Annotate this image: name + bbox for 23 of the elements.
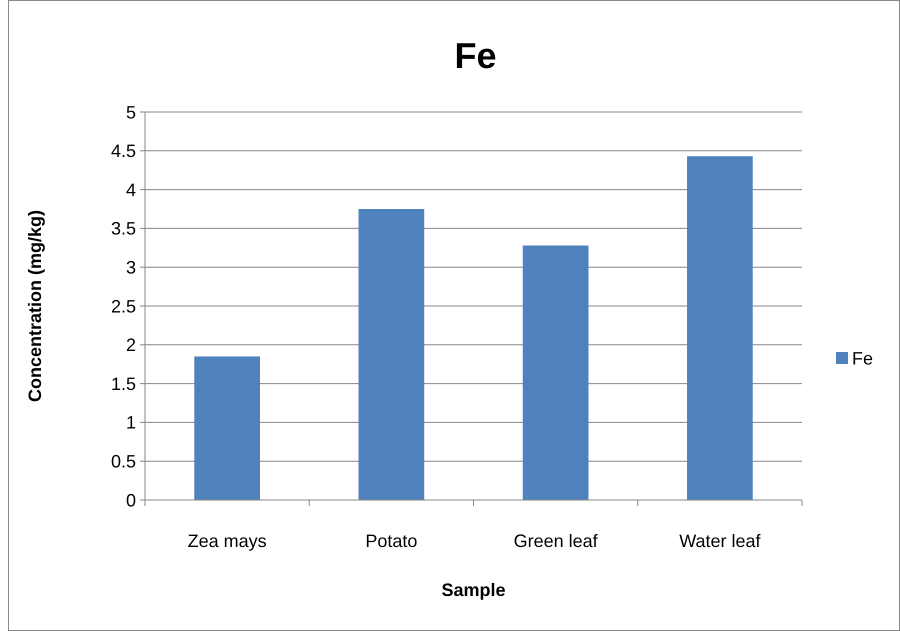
x-tick-label: Zea mays [188, 531, 267, 551]
y-tick-label: 3 [126, 258, 136, 278]
y-tick-label: 0.5 [110, 452, 136, 472]
x-axis-title: Sample [441, 580, 506, 600]
y-tick-label: 0 [126, 490, 136, 510]
y-tick-label: 4 [126, 180, 136, 200]
bar [687, 156, 753, 500]
y-tick-label: 2 [126, 335, 136, 356]
legend-label: Fe [852, 348, 874, 368]
bar [194, 356, 260, 500]
bar [358, 209, 424, 500]
y-tick-label: 1 [126, 412, 136, 433]
y-tick-label: 2.5 [110, 296, 136, 316]
y-tick-label: 4.5 [110, 141, 136, 162]
y-tick-label: 1.5 [110, 374, 136, 394]
y-tick-label: 5 [126, 102, 136, 122]
y-axis-title: Concentration (mg/kg) [25, 210, 45, 402]
x-tick-label: Green leaf [514, 531, 599, 551]
x-tick-label: Potato [365, 531, 418, 551]
y-tick-label: 3.5 [110, 218, 136, 239]
bar [522, 245, 588, 500]
chart-title: Fe [454, 35, 497, 76]
x-tick-label: Water leaf [679, 531, 762, 551]
